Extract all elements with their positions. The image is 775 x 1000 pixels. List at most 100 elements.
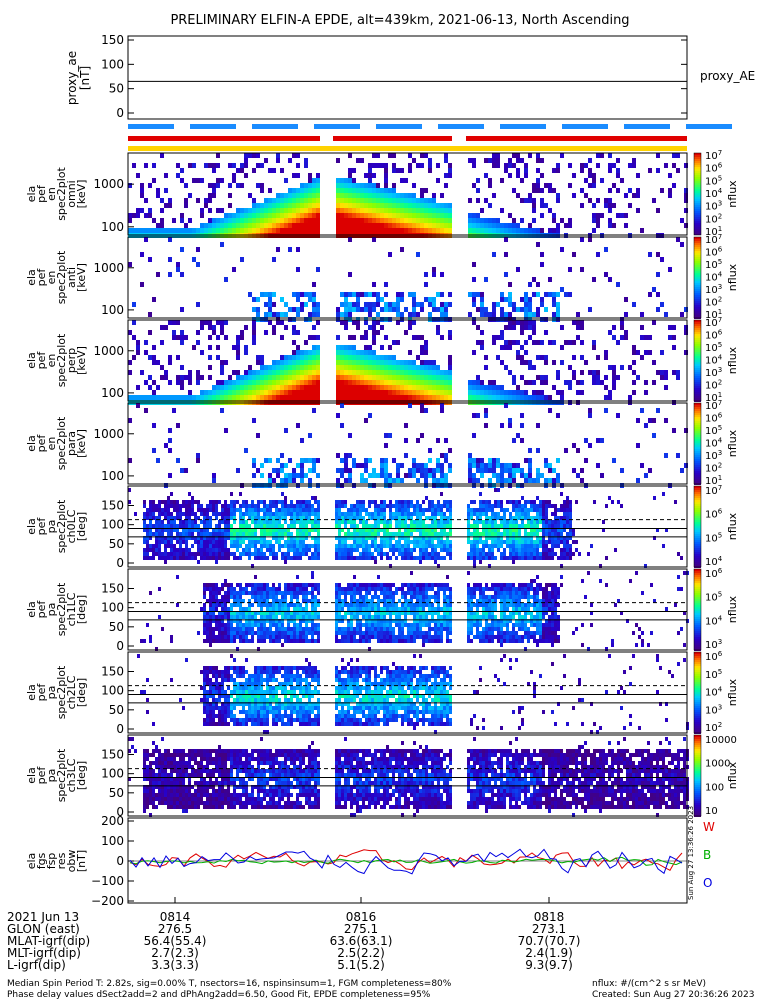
spectrogram-cell	[552, 468, 556, 473]
spectrogram-cell	[275, 532, 278, 536]
spectrogram-cell	[520, 178, 524, 183]
spectrogram-cell	[184, 375, 188, 380]
spectrogram-cell	[508, 325, 512, 330]
spectrogram-cell	[656, 528, 659, 532]
spectrogram-cell	[432, 208, 436, 213]
spectrogram-cell	[488, 390, 492, 395]
spectrogram-cell	[218, 548, 221, 552]
colorbar-cell	[694, 526, 701, 528]
spectrogram-cell	[368, 375, 372, 380]
spectrogram-cell	[389, 508, 392, 512]
spectrogram-cell	[146, 512, 149, 516]
spectrogram-cell	[191, 496, 194, 500]
spectrogram-cell	[480, 218, 484, 223]
spectrogram-cell	[368, 173, 372, 178]
spectrogram-cell	[340, 312, 344, 317]
spectrogram-cell	[296, 390, 300, 395]
spectrogram-cell	[408, 213, 412, 218]
spectrogram-cell	[352, 178, 356, 183]
spectrogram-cell	[203, 556, 206, 560]
spectrogram-cell	[336, 385, 340, 390]
spectrogram-cell	[170, 639, 173, 643]
spectrogram-cell	[221, 540, 224, 544]
spectrogram-cell	[431, 556, 434, 560]
spectrogram-cell	[172, 218, 176, 223]
spectrogram-cell	[484, 223, 488, 228]
spectrogram-cell	[287, 544, 290, 548]
spectrogram-cell	[508, 423, 512, 428]
spectrogram-cell	[230, 583, 233, 587]
spectrogram-cell	[432, 302, 436, 307]
spectrogram-cell	[314, 512, 317, 516]
spectrogram-cell	[440, 453, 444, 458]
spectrogram-cell	[212, 390, 216, 395]
spectrogram-cell	[212, 385, 216, 390]
spectrogram-cell	[164, 188, 168, 193]
spectrogram-cell	[240, 335, 244, 340]
spectrogram-cell	[548, 208, 552, 213]
spectrogram-cell	[356, 548, 359, 552]
spectrogram-cell	[536, 504, 539, 508]
spectrogram-cell	[497, 548, 500, 552]
spectrogram-cell	[212, 591, 215, 595]
spectrogram-cell	[400, 198, 404, 203]
spectrogram-cell	[548, 504, 551, 508]
spectrogram-cell	[272, 365, 276, 370]
spectrogram-cell	[372, 370, 376, 375]
spectrogram-cell	[360, 213, 364, 218]
spectrogram-cell	[440, 520, 443, 524]
spectrogram-cell	[540, 297, 544, 302]
spectrogram-cell	[620, 335, 624, 340]
spectrogram-cell	[218, 536, 221, 540]
spectrogram-cell	[480, 380, 484, 385]
spectrogram-cell	[408, 360, 412, 365]
spectrogram-cell	[545, 504, 548, 508]
spectrogram-cell	[491, 512, 494, 516]
spectrogram-cell	[314, 524, 317, 528]
spectrogram-cell	[152, 508, 155, 512]
spectrogram-cell	[488, 516, 491, 520]
spectrogram-cell	[492, 218, 496, 223]
spectrogram-cell	[158, 512, 161, 516]
spectrogram-cell	[544, 183, 548, 188]
spectrogram-cell	[360, 198, 364, 203]
spectrogram-cell	[304, 208, 308, 213]
spectrogram-cell	[168, 380, 172, 385]
spectrogram-cell	[256, 208, 260, 213]
spectrogram-cell	[365, 528, 368, 532]
spectrogram-cell	[293, 548, 296, 552]
spectrogram-cell	[206, 516, 209, 520]
spectrogram-cell	[281, 556, 284, 560]
spectrogram-cell	[648, 168, 652, 173]
colorbar-cell	[694, 481, 701, 483]
spectrogram-cell	[516, 267, 520, 272]
spectrogram-cell	[182, 556, 185, 560]
spectrogram-cell	[392, 193, 396, 198]
spectrogram-cell	[496, 158, 500, 163]
spectrogram-cell	[143, 500, 146, 504]
spectrogram-cell	[179, 536, 182, 540]
spectrogram-cell	[580, 380, 584, 385]
spectrogram-cell	[196, 370, 200, 375]
spectrogram-cell	[196, 198, 200, 203]
spectrogram-cell	[356, 512, 359, 516]
spectrogram-cell	[560, 287, 564, 292]
spectrogram-cell	[440, 473, 444, 478]
spectrogram-cell	[588, 158, 592, 163]
spectrogram-cell	[152, 448, 156, 453]
spectrogram-cell	[588, 183, 592, 188]
spectrogram-cell	[212, 330, 216, 335]
spectrogram-cell	[288, 203, 292, 208]
spectrogram-cell	[348, 218, 352, 223]
spectrogram-cell	[371, 540, 374, 544]
spectrogram-cell	[212, 587, 215, 591]
spectrogram-cell	[518, 552, 521, 556]
spectrogram-cell	[344, 556, 347, 560]
spectrogram-cell	[188, 370, 192, 375]
colorbar-cell	[694, 245, 701, 247]
spectrogram-cell	[476, 548, 479, 552]
spectrogram-cell	[492, 307, 496, 312]
spectrogram-cell	[563, 512, 566, 516]
spectrogram-cell	[344, 516, 347, 520]
spectrogram-cell	[548, 188, 552, 193]
